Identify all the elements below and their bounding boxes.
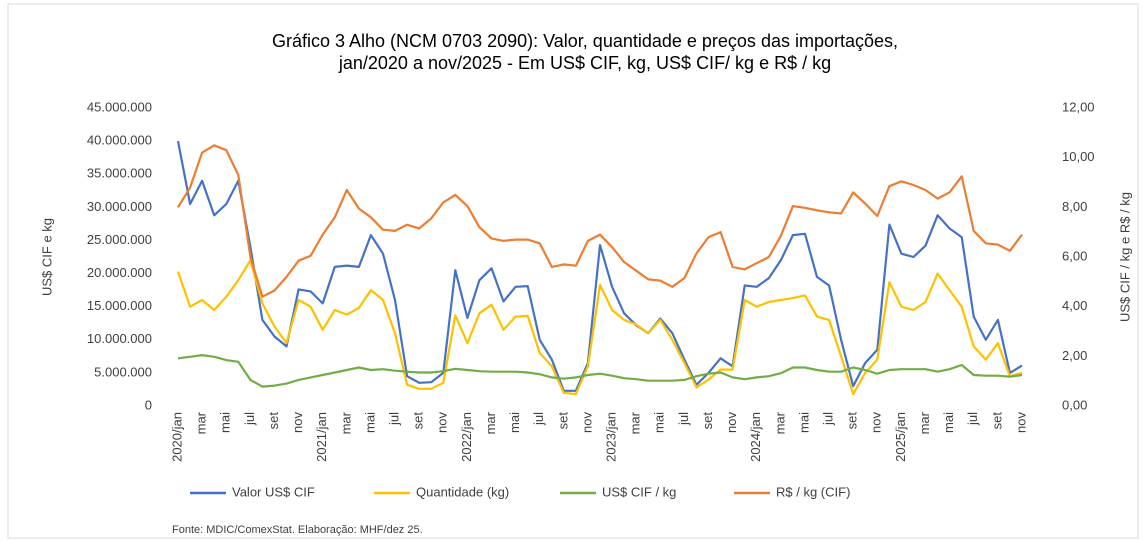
y2-tick-label: 0,00 [1062,397,1087,412]
series-line [177,144,1023,298]
x-tick-label: set [845,412,860,430]
x-tick-label: nov [579,412,594,433]
x-tick-label: mai [362,412,377,433]
legend-label: Quantidade (kg) [416,484,509,499]
y2-tick-label: 2,00 [1062,348,1087,363]
y2-tick-label: 4,00 [1062,298,1087,313]
x-tick-label: nov [869,412,884,433]
x-tick-label: jul [531,412,546,426]
y-axis-title: US$ CIF e kg [39,218,54,296]
x-tick-label: mar [772,411,787,434]
chart-title: jan/2020 a nov/2025 - Em US$ CIF, kg, US… [338,53,831,73]
y2-tick-label: 12,00 [1062,99,1095,114]
y2-tick-label: 8,00 [1062,199,1087,214]
x-tick-label: mar [483,411,498,434]
x-tick-label: nov [724,412,739,433]
x-tick-label: mar [917,411,932,434]
x-tick-label: mai [941,412,956,433]
x-tick-label: set [989,412,1004,430]
x-tick-label: 2022/jan [459,412,474,462]
series-line [176,140,1023,392]
x-tick-label: mai [507,412,522,433]
x-tick-label: jul [242,412,257,426]
x-tick-label: set [700,412,715,430]
series-line [177,354,1023,388]
source-note: Fonte: MDIC/ComexStat. Elaboração: MHF/d… [172,524,423,536]
series-line [176,259,1023,396]
y-tick-label: 25.000.000 [87,232,152,247]
x-tick-label: nov [290,412,305,433]
x-tick-label: mar [194,411,209,434]
x-tick-label: mai [652,412,667,433]
x-tick-label: 2020/jan [169,412,184,462]
x-tick-label: 2025/jan [893,412,908,462]
y-tick-label: 45.000.000 [87,99,152,114]
y2-tick-label: 6,00 [1062,248,1087,263]
x-tick-label: mai [218,412,233,433]
y2-tick-label: 10,00 [1062,149,1095,164]
x-tick-label: mai [796,412,811,433]
y-tick-label: 15.000.000 [87,298,152,313]
x-tick-label: jul [386,412,401,426]
legend-label: US$ CIF / kg [602,484,676,499]
y-tick-label: 5.000.000 [94,364,152,379]
legend-label: Valor US$ CIF [232,484,315,499]
x-tick-label: nov [1013,412,1028,433]
x-tick-label: nov [435,412,450,433]
x-tick-label: mar [338,411,353,434]
chart-border [7,3,1139,539]
y-tick-label: 10.000.000 [87,331,152,346]
y2-axis-title: US$ CIF / kg e R$ / kg [1117,192,1132,322]
x-tick-label: set [411,412,426,430]
x-tick-label: jul [965,412,980,426]
x-tick-label: set [266,412,281,430]
y-tick-label: 0 [145,397,152,412]
x-tick-label: jul [676,412,691,426]
x-tick-label: jul [821,412,836,426]
x-tick-label: 2021/jan [314,412,329,462]
x-tick-label: mar [628,411,643,434]
x-tick-label: 2023/jan [603,412,618,462]
y-tick-label: 40.000.000 [87,133,152,148]
legend-label: R$ / kg (CIF) [776,484,850,499]
y-tick-label: 35.000.000 [87,166,152,181]
chart-title: Gráfico 3 Alho (NCM 0703 2090): Valor, q… [272,31,898,51]
x-tick-label: 2024/jan [748,412,763,462]
y-tick-label: 30.000.000 [87,199,152,214]
y-tick-label: 20.000.000 [87,265,152,280]
x-tick-label: set [555,412,570,430]
